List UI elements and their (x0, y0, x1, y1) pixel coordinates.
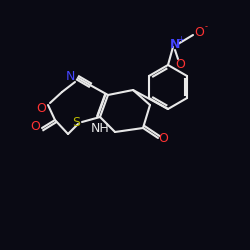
Text: N: N (65, 70, 75, 82)
Text: -: - (204, 22, 208, 32)
Text: O: O (36, 102, 46, 114)
Text: NH: NH (90, 122, 109, 136)
Text: N: N (170, 38, 180, 51)
Text: O: O (30, 120, 40, 132)
Text: O: O (158, 132, 168, 144)
Text: O: O (175, 58, 185, 70)
Text: +: + (178, 34, 184, 43)
Text: O: O (194, 26, 204, 38)
Text: S: S (72, 116, 80, 128)
